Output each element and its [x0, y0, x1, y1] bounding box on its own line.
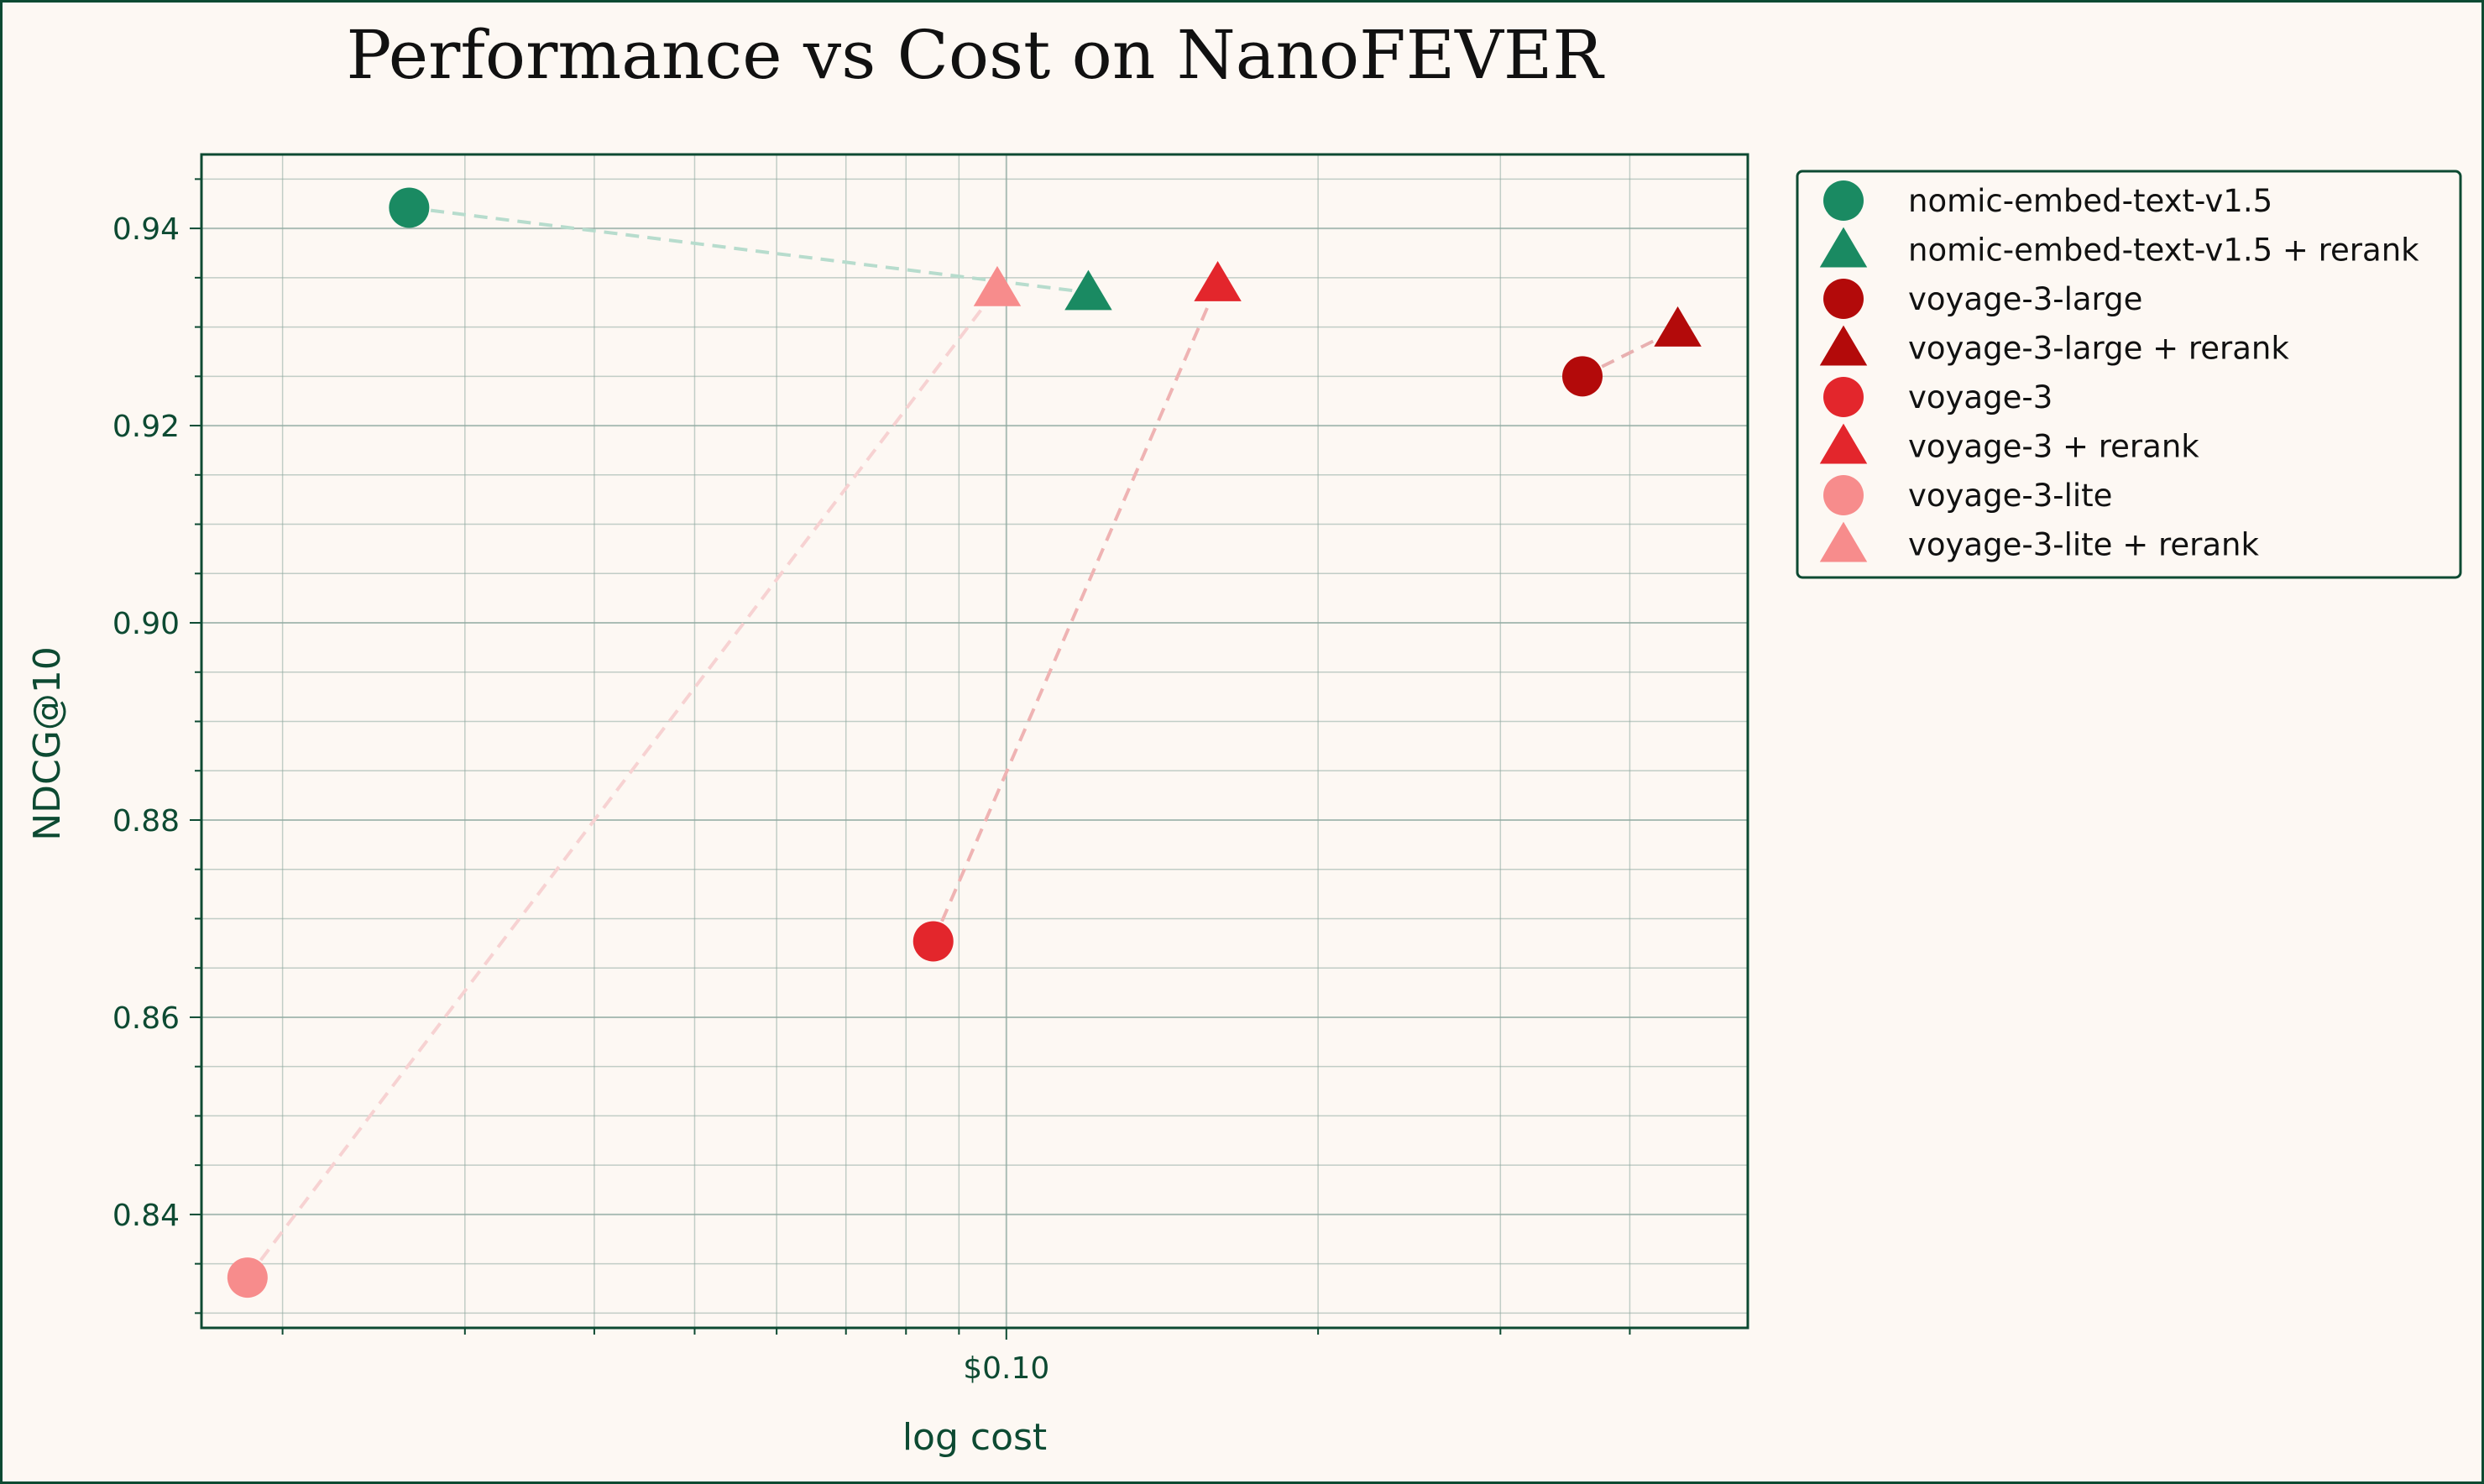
y-axis-label: NDCG@10: [26, 646, 69, 841]
legend-box: [1796, 170, 2462, 579]
point-triangle: [1654, 306, 1702, 347]
legend-triangle-marker: [1819, 325, 1868, 366]
legend-label: voyage-3-lite: [1908, 478, 2112, 514]
legend-label: voyage-3: [1908, 379, 2053, 415]
legend-item: voyage-3 + rerank: [1819, 423, 2199, 465]
legend-triangle-marker: [1819, 521, 1868, 562]
y-tick-label: 0.84: [112, 1199, 180, 1233]
legend-label: nomic-embed-text-v1.5 + rerank: [1908, 233, 2419, 269]
point-triangle: [1194, 261, 1242, 301]
rerank-connection-line: [931, 283, 1220, 943]
y-tick-label: 0.86: [112, 1001, 180, 1036]
point-triangle: [973, 265, 1022, 306]
legend: nomic-embed-text-v1.5 nomic-embed-text-v1…: [1796, 170, 2462, 579]
plot-frame: [200, 153, 1749, 1330]
y-tick-label: 0.88: [112, 804, 180, 839]
chart-svg: Performance vs Cost on NanoFEVER 0.840.8…: [26, 16, 2462, 1459]
y-tick-label: 0.94: [112, 212, 180, 247]
y-tick-label: 0.90: [112, 607, 180, 641]
legend-item: nomic-embed-text-v1.5 + rerank: [1819, 227, 2419, 269]
legend-label: voyage-3-large: [1908, 281, 2142, 317]
legend-item: voyage-3-large + rerank: [1819, 325, 2289, 367]
legend-item: voyage-3-lite + rerank: [1819, 521, 2259, 563]
legend-circle-marker: [1823, 180, 1864, 221]
legend-label: voyage-3 + rerank: [1908, 429, 2199, 465]
point-circle: [227, 1257, 268, 1298]
axis-ticks: 0.84 0.86 0.88 0.90 0.92 0.94 $0.10: [112, 178, 1631, 1386]
legend-label: voyage-3-lite + rerank: [1908, 527, 2259, 563]
legend-triangle-marker: [1819, 423, 1868, 464]
legend-item: voyage-3-lite: [1823, 475, 2112, 515]
point-circle: [1562, 356, 1603, 397]
point-circle: [389, 187, 430, 228]
chart-frame: Performance vs Cost on NanoFEVER 0.84 0.8…: [3, 3, 2481, 1481]
connection-lines: [246, 206, 1679, 1279]
grid-layer: [201, 154, 1748, 1328]
point-circle: [913, 921, 954, 962]
legend-label: voyage-3-large + rerank: [1908, 331, 2289, 367]
y-tick-label: 0.92: [112, 410, 180, 444]
legend-triangle-marker: [1819, 227, 1868, 268]
legend-item: nomic-embed-text-v1.5: [1823, 180, 2272, 221]
rerank-connection-line: [409, 206, 1089, 295]
legend-circle-marker: [1823, 279, 1864, 319]
legend-circle-marker: [1823, 475, 1864, 515]
legend-label: nomic-embed-text-v1.5: [1908, 183, 2272, 219]
chart-title: Performance vs Cost on NanoFEVER: [347, 16, 1606, 94]
legend-circle-marker: [1823, 377, 1864, 417]
legend-item: voyage-3-large: [1823, 279, 2142, 319]
legend-item: voyage-3: [1823, 377, 2053, 417]
legend-items: nomic-embed-text-v1.5 nomic-embed-text-v1…: [1819, 180, 2419, 563]
x-tick-label: $0.10: [963, 1351, 1049, 1386]
rerank-connection-line: [246, 287, 999, 1279]
data-points: [227, 187, 1702, 1298]
point-triangle: [1064, 269, 1112, 311]
x-axis-label: log cost: [902, 1416, 1047, 1459]
